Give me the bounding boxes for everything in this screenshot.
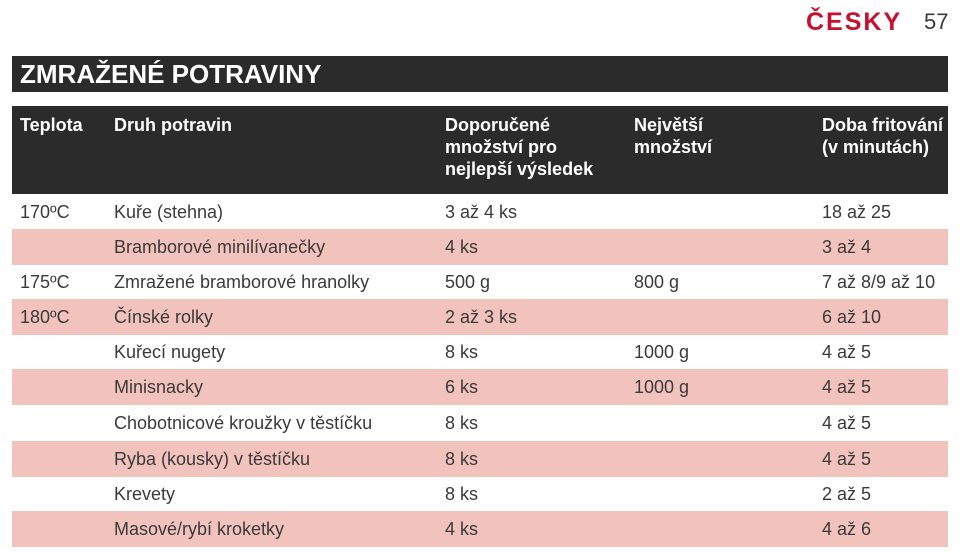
cell-druh: Bramborové minilívanečky	[114, 237, 326, 257]
header-doporucene-mnozstvi: Doporučené množství pro nejlepší výslede…	[445, 115, 594, 179]
table-row: Chobotnicové kroužky v těstíčku 8 ks 4 a…	[12, 405, 948, 441]
cell-doba: 18 až 25	[822, 202, 892, 222]
cell-doporucene: 8 ks	[445, 413, 479, 433]
header-druh-potravin: Druh potravin	[114, 115, 233, 135]
cell-doporucene: 4 ks	[445, 519, 479, 539]
language-label: ČESKY	[806, 8, 903, 36]
table-row: Ryba (kousky) v těstíčku 8 ks 4 až 5	[12, 441, 948, 477]
cell-doba: 4 až 5	[822, 377, 872, 397]
cell-teplota: 180ºC	[20, 307, 70, 327]
header-nejvetsi-mnozstvi: Největší množství	[634, 115, 713, 157]
cell-doporucene: 6 ks	[445, 377, 479, 397]
header-teplota: Teplota	[20, 115, 83, 135]
table-row: Masové/rybí kroketky 4 ks 4 až 6	[12, 511, 948, 547]
cell-druh: Masové/rybí kroketky	[114, 519, 285, 539]
cell-doba: 7 až 8/9 až 10	[822, 272, 936, 292]
cell-nejvetsi: 1000 g	[634, 377, 690, 397]
cell-doba: 4 až 5	[822, 413, 872, 433]
cell-doba: 4 až 5	[822, 449, 872, 469]
cell-druh: Kuřecí nugety	[114, 342, 226, 362]
cell-teplota: 175ºC	[20, 272, 70, 292]
section-title: ZMRAŽENÉ POTRAVINY	[20, 59, 322, 89]
table-row: Krevety 8 ks 2 až 5	[12, 476, 948, 512]
cell-doporucene: 2 až 3 ks	[445, 307, 518, 327]
cell-druh: Krevety	[114, 484, 176, 504]
section-banner: ZMRAŽENÉ POTRAVINY	[12, 56, 948, 92]
header-doba-fritovani: Doba fritování (v minutách)	[822, 115, 944, 157]
table-row: 180ºC Čínské rolky 2 až 3 ks 6 až 10	[12, 299, 948, 335]
table-row: 175ºC Zmražené bramborové hranolky 500 g…	[12, 264, 948, 300]
cell-druh: Kuře (stehna)	[114, 202, 224, 222]
cell-druh: Čínské rolky	[114, 307, 214, 327]
cell-druh: Minisnacky	[114, 377, 204, 397]
cell-doba: 3 až 4	[822, 237, 872, 257]
cell-druh: Chobotnicové kroužky v těstíčku	[114, 413, 373, 433]
cell-doba: 2 až 5	[822, 484, 872, 504]
table-row: Kuřecí nugety 8 ks 1000 g 4 až 5	[12, 334, 948, 370]
cell-doporucene: 3 až 4 ks	[445, 202, 518, 222]
cell-doba: 4 až 5	[822, 342, 872, 362]
table-row: Minisnacky 6 ks 1000 g 4 až 5	[12, 369, 948, 405]
cell-druh: Ryba (kousky) v těstíčku	[114, 449, 311, 469]
cell-doba: 4 až 6	[822, 519, 872, 539]
table-header: Teplota Druh potravin Doporučené množstv…	[12, 106, 948, 194]
cell-doporucene: 8 ks	[445, 484, 479, 504]
cell-doporucene: 8 ks	[445, 449, 479, 469]
cell-doporucene: 4 ks	[445, 237, 479, 257]
cell-doba: 6 až 10	[822, 307, 882, 327]
cell-druh: Zmražené bramborové hranolky	[114, 272, 370, 292]
cell-nejvetsi: 800 g	[634, 272, 680, 292]
cell-doporucene: 500 g	[445, 272, 491, 292]
table-row: Bramborové minilívanečky 4 ks 3 až 4	[12, 229, 948, 265]
table-row: 170ºC Kuře (stehna) 3 až 4 ks 18 až 25	[12, 194, 948, 230]
cell-teplota: 170ºC	[20, 202, 70, 222]
cell-doporucene: 8 ks	[445, 342, 479, 362]
page-number: 57	[924, 9, 949, 34]
cell-nejvetsi: 1000 g	[634, 342, 690, 362]
